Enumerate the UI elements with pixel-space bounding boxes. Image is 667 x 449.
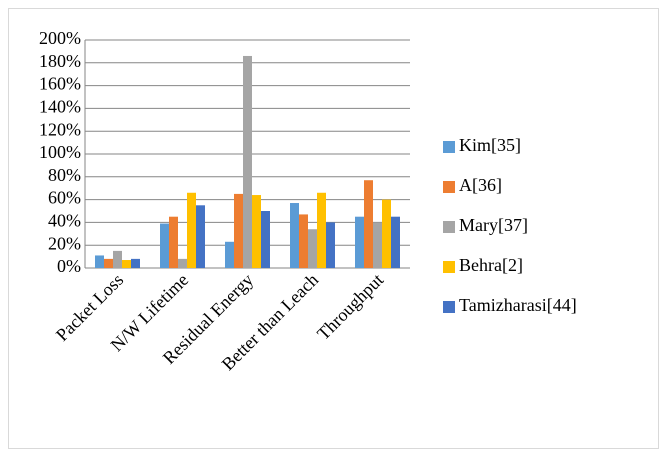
bar (299, 214, 308, 268)
bar (364, 180, 373, 268)
legend-label: A[36] (459, 175, 502, 195)
legend-label: Kim[35] (459, 135, 521, 155)
bar (308, 229, 317, 268)
bar (317, 192, 326, 268)
legend-swatch (443, 261, 455, 273)
y-tick-label: 180% (39, 51, 81, 71)
legend-swatch (443, 301, 455, 313)
y-tick-label: 200% (39, 28, 81, 48)
y-tick-label: 140% (39, 97, 81, 117)
y-tick-label: 100% (39, 142, 81, 162)
y-tick-label: 80% (48, 165, 81, 185)
y-tick-label: 160% (39, 74, 81, 94)
bar (113, 250, 122, 268)
bar (391, 216, 400, 268)
bar (196, 205, 205, 268)
y-tick-label: 120% (39, 119, 81, 139)
legend-label: Mary[37] (459, 215, 528, 235)
legend-label: Behra[2] (459, 255, 523, 275)
legend-label: Tamizharasi[44] (459, 295, 577, 315)
bar (382, 199, 391, 268)
bar (261, 211, 270, 268)
y-tick-label: 60% (48, 188, 81, 208)
bar (178, 258, 187, 268)
bar (160, 223, 169, 268)
bar (122, 260, 131, 268)
legend-swatch (443, 141, 455, 153)
bar (234, 193, 243, 268)
bar (131, 258, 140, 268)
bar (169, 216, 178, 268)
y-tick-label: 0% (57, 256, 81, 276)
bar (326, 222, 335, 268)
legend-swatch (443, 181, 455, 193)
bar (95, 255, 104, 268)
y-tick-label: 40% (48, 211, 81, 231)
bar (373, 222, 382, 268)
bar (187, 192, 196, 268)
bar (225, 241, 234, 268)
bar (355, 216, 364, 268)
bar (290, 203, 299, 268)
bar (252, 195, 261, 268)
bar (104, 258, 113, 268)
y-tick-label: 20% (48, 233, 81, 253)
bar (243, 55, 252, 269)
legend-swatch (443, 221, 455, 233)
